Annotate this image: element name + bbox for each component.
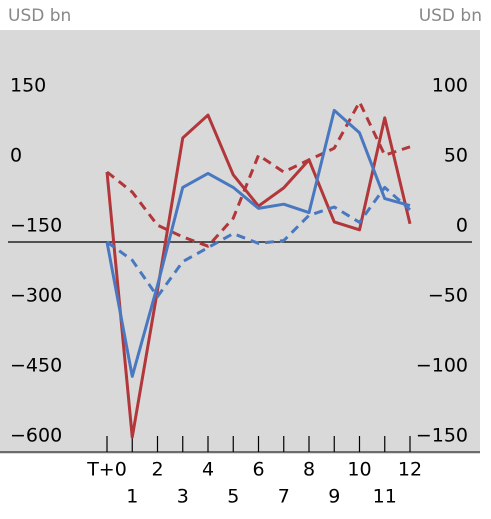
series-line [105,108,411,378]
y2-tick-label: 100 [432,75,468,97]
y-tick-label: −450 [10,355,62,377]
y2-tick-label: 0 [456,215,468,237]
x-tick-label: 7 [278,486,290,508]
x-tick-label: 4 [202,459,214,481]
x-tick-label: 11 [373,486,397,508]
x-tick-label: 10 [347,459,371,481]
x-tick-label: 6 [252,459,264,481]
x-tick-label: 8 [303,459,315,481]
x-tick-label: 3 [177,486,189,508]
x-tick-label: T+0 [86,459,127,481]
y2-axis-label: USD bn [419,6,482,26]
y2-tick-label: −100 [416,355,468,377]
y-tick-label: −600 [10,425,62,447]
y2-tick-label: −50 [428,285,468,307]
x-tick-label: 2 [151,459,163,481]
y-tick-label: 150 [10,75,46,97]
y2-tick-label: −150 [416,425,468,447]
x-tick-label: 9 [328,486,340,508]
y2-tick-label: 50 [444,145,468,167]
y-axis-label: USD bn [8,6,71,26]
x-tick-label: 5 [227,486,239,508]
y-tick-label: 0 [10,145,22,167]
y-tick-label: −300 [10,285,62,307]
y-tick-label: −150 [10,215,62,237]
series-line [106,185,411,299]
x-tick-label: 1 [126,486,138,508]
x-tick-label: 12 [398,459,422,481]
